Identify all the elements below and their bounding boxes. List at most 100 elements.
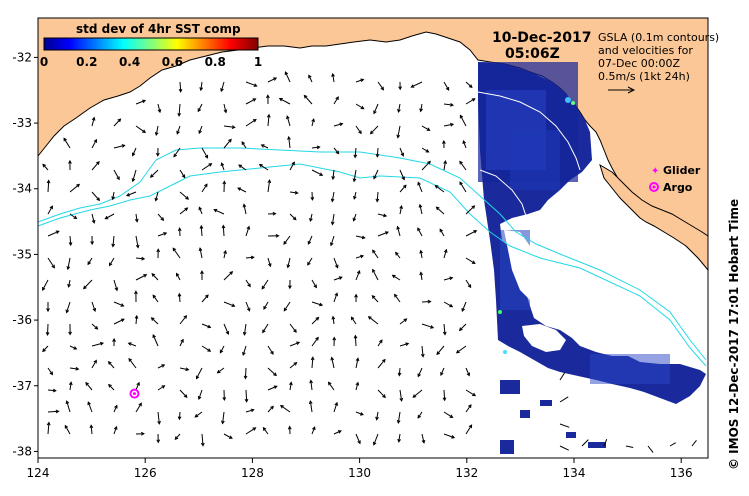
- velocity-arrowhead: [222, 180, 227, 185]
- velocity-arrow: [376, 411, 379, 420]
- velocity-arrowhead: [223, 109, 228, 114]
- velocity-arrow: [150, 169, 159, 178]
- velocity-arrowhead: [111, 196, 115, 201]
- velocity-arrowhead: [412, 394, 417, 398]
- velocity-arrow: [311, 317, 319, 325]
- velocity-arrow: [559, 423, 570, 428]
- velocity-arrow: [112, 191, 115, 200]
- velocity-arrowhead: [221, 420, 225, 425]
- velocity-arrowhead: [450, 102, 455, 107]
- velocity-arrow: [559, 445, 569, 451]
- velocity-arrowhead: [267, 263, 272, 268]
- velocity-arrow: [355, 255, 364, 259]
- velocity-arrowhead: [180, 338, 184, 343]
- velocity-arrow: [420, 103, 423, 112]
- velocity-arrow: [47, 422, 50, 435]
- velocity-arrow: [333, 147, 340, 154]
- velocity-arrow: [459, 181, 467, 193]
- velocity-arrowhead: [42, 287, 46, 291]
- velocity-arrowhead: [174, 436, 179, 440]
- velocity-arrowhead: [471, 260, 476, 264]
- velocity-arrow: [194, 411, 203, 418]
- velocity-arrow: [47, 367, 53, 375]
- velocity-arrowhead: [204, 154, 209, 159]
- glider-star-icon: ✦: [651, 166, 659, 177]
- longitude-axis: 124 126 128 130 132 134 136: [27, 458, 693, 480]
- argo-float-marker[interactable]: [129, 388, 140, 399]
- velocity-arrowhead: [379, 339, 383, 344]
- velocity-arrowhead: [250, 408, 255, 413]
- velocity-arrow: [220, 81, 225, 92]
- velocity-arrowhead: [253, 83, 258, 87]
- colorbar-tick-label: 0.6: [162, 55, 183, 69]
- velocity-arrowhead: [135, 244, 140, 249]
- velocity-arrowhead: [252, 98, 257, 102]
- velocity-arrowhead: [466, 372, 471, 377]
- velocity-arrowhead: [220, 88, 224, 93]
- velocity-arrowhead: [156, 248, 161, 253]
- velocity-arrowhead: [419, 108, 423, 113]
- velocity-arrow: [289, 213, 297, 221]
- velocity-arrowhead: [303, 94, 308, 99]
- velocity-arrow: [201, 433, 204, 446]
- velocity-arrowhead: [467, 284, 472, 289]
- velocity-arrowhead: [294, 190, 299, 195]
- velocity-arrowhead: [55, 230, 60, 234]
- velocity-arrowhead: [335, 264, 339, 269]
- velocity-arrowhead: [178, 88, 183, 93]
- velocity-arrowhead: [396, 134, 401, 139]
- velocity-arrowhead: [440, 372, 444, 377]
- velocity-arrow: [267, 405, 274, 413]
- velocity-arrowhead: [237, 187, 242, 191]
- velocity-arrow: [200, 225, 203, 237]
- velocity-arrow: [263, 301, 269, 310]
- velocity-arrow: [279, 98, 291, 105]
- velocity-arrowhead: [442, 331, 447, 336]
- velocity-arrow: [311, 357, 314, 369]
- velocity-arrowhead: [45, 332, 50, 336]
- velocity-arrowhead: [87, 261, 91, 266]
- velocity-arrow: [223, 103, 227, 113]
- velocity-arrow: [355, 382, 359, 391]
- velocity-arrow: [47, 389, 56, 392]
- velocity-arrow: [421, 147, 429, 153]
- velocity-arrowhead: [372, 441, 377, 446]
- velocity-arrow: [625, 445, 634, 448]
- velocity-arrow: [135, 125, 146, 133]
- velocity-arrowhead: [310, 356, 315, 361]
- velocity-arrow: [157, 103, 161, 113]
- lat-tick-label: -33: [12, 116, 32, 130]
- velocity-arrow: [113, 118, 121, 127]
- velocity-arrowhead: [51, 264, 55, 269]
- velocity-arrow: [333, 96, 339, 105]
- velocity-arrow: [377, 359, 386, 369]
- velocity-arrow: [289, 341, 300, 347]
- velocity-arrow: [311, 146, 320, 149]
- velocity-arrow: [179, 389, 188, 398]
- velocity-arrow: [245, 389, 248, 402]
- velocity-arrowhead: [228, 435, 233, 439]
- velocity-arrow: [333, 430, 342, 435]
- velocity-arrow: [377, 339, 383, 347]
- velocity-arrow: [559, 372, 566, 381]
- velocity-arrows: [42, 71, 697, 453]
- velocity-arrowhead: [286, 115, 290, 120]
- velocity-arrow: [113, 279, 118, 291]
- velocity-arrowhead: [394, 293, 398, 298]
- timestamp-date: 10-Dec-2017: [492, 30, 591, 46]
- velocity-arrow: [91, 301, 96, 312]
- velocity-arrow: [443, 389, 446, 401]
- velocity-arrowhead: [471, 98, 476, 102]
- velocity-arrow: [459, 115, 467, 127]
- velocity-arrowhead: [283, 241, 287, 245]
- velocity-arrow: [197, 103, 203, 112]
- velocity-arrow: [355, 433, 361, 444]
- velocity-arrow: [196, 367, 203, 379]
- velocity-arrow: [201, 163, 212, 171]
- velocity-arrow: [91, 213, 95, 223]
- velocity-arrowhead: [473, 230, 478, 234]
- velocity-arrowhead: [449, 303, 454, 308]
- velocity-arrowhead: [116, 176, 120, 181]
- imos-credit: © IMOS 12-Dec-2017 17:01 Hobart Time: [727, 199, 741, 470]
- velocity-arrowhead: [157, 420, 161, 425]
